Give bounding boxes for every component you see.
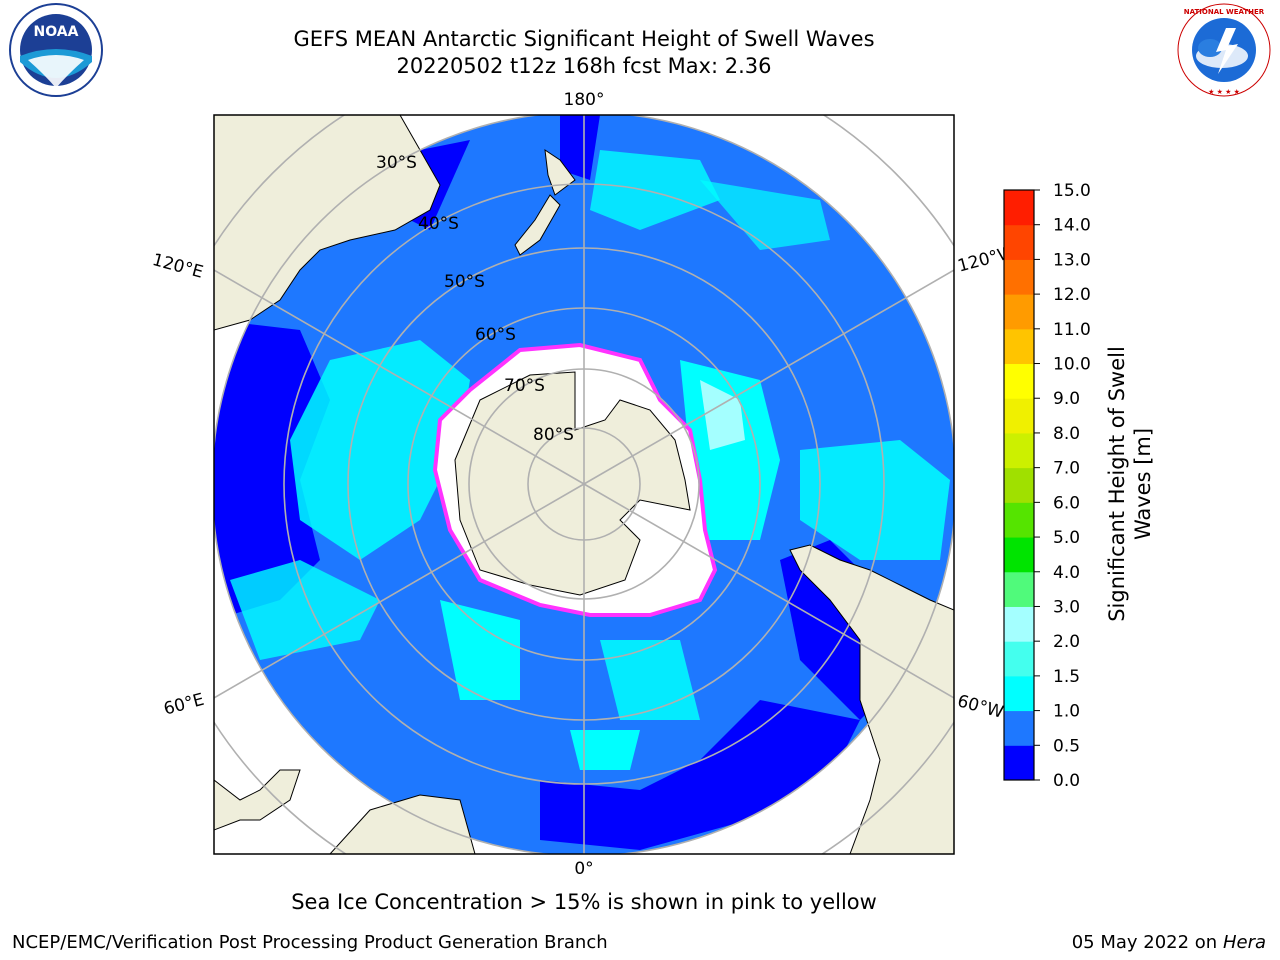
colorbar-tick-label: 10.0 [1053, 355, 1091, 375]
colorbar-tick-label: 15.0 [1053, 181, 1091, 201]
lon-label-60e: 60°E [162, 690, 207, 720]
colorbar-label-line1: Significant Height of Swell [1105, 346, 1129, 622]
colorbar-tick-label: 1.0 [1053, 702, 1080, 722]
colorbar-segment [1004, 398, 1034, 434]
lat-label-40s: 40°S [418, 214, 459, 234]
colorbar-segment [1004, 190, 1034, 226]
colorbar-tick-label: 2.0 [1053, 632, 1080, 652]
colorbar-frame [1003, 189, 1035, 781]
colorbar-tick-label: 1.5 [1053, 667, 1080, 687]
map-frame [213, 114, 955, 855]
colorbar-segment [1004, 224, 1034, 260]
colorbar-tick-label: 5.0 [1053, 528, 1080, 548]
colorbar: 0.0 0.5 1.0 1.5 2.0 3.0 4.0 5.0 6.0 7.0 8.0 9.0 10.0… [1003, 181, 1091, 791]
colorbar-segment [1004, 571, 1034, 607]
lon-label-120e: 120°E [150, 250, 205, 283]
footer-date: 05 May 2022 on Hera [1072, 932, 1266, 953]
colorbar-segment [1004, 259, 1034, 295]
lat-label-60s: 60°S [475, 325, 516, 345]
colorbar-segment [1004, 328, 1034, 365]
new-zealand-south-land [514, 194, 561, 256]
sea-ice-note: Sea Ice Concentration > 15% is shown in … [291, 890, 877, 914]
lon-label-60w: 60°W [955, 691, 1006, 723]
colorbar-segment [1004, 363, 1034, 399]
lon-label-180: 180° [564, 90, 605, 110]
title-line-1: GEFS MEAN Antarctic Significant Height o… [293, 27, 875, 51]
colorbar-tick-label: 4.0 [1053, 563, 1080, 583]
colorbar-tick-label: 0.5 [1053, 736, 1080, 756]
svg-text:NATIONAL WEATHER: NATIONAL WEATHER [1184, 8, 1265, 16]
svg-text:★ ★ ★ ★: ★ ★ ★ ★ [1208, 88, 1240, 96]
footer-credit: NCEP/EMC/Verification Post Processing Pr… [12, 932, 608, 953]
footer-machine: Hera [1222, 932, 1266, 953]
colorbar-tick-label: 0.0 [1053, 771, 1080, 791]
colorbar-tick-label: 14.0 [1053, 216, 1091, 236]
colorbar-label-line2: Waves [m] [1131, 428, 1155, 540]
title-line-2: 20220502 t12z 168h fcst Max: 2.36 [396, 54, 772, 78]
colorbar-segment [1004, 641, 1034, 677]
lat-label-50s: 50°S [444, 272, 485, 292]
colorbar-segment [1004, 294, 1034, 330]
colorbar-segment [1004, 502, 1034, 538]
colorbar-tick-label: 13.0 [1053, 250, 1091, 270]
longitude-grid [214, 115, 954, 854]
colorbar-tick-label: 3.0 [1053, 597, 1080, 617]
footer-date-text: 05 May 2022 on [1071, 932, 1218, 953]
lat-label-80s: 80°S [533, 425, 574, 445]
colorbar-tick-label: 7.0 [1053, 459, 1080, 479]
chart-title: GEFS MEAN Antarctic Significant Height o… [214, 26, 954, 80]
lat-label-30s: 30°S [376, 153, 417, 173]
lon-label-0: 0° [574, 859, 593, 879]
noaa-logo-text: NOAA [34, 24, 79, 40]
colorbar-segment [1004, 432, 1034, 469]
lat-label-70s: 70°S [504, 376, 545, 396]
colorbar-tick-label: 11.0 [1053, 320, 1091, 340]
noaa-logo-icon: NOAA [9, 3, 103, 97]
colorbar-tick-label: 12.0 [1053, 285, 1091, 305]
colorbar-segment [1004, 710, 1034, 746]
colorbar-tick-label: 8.0 [1053, 424, 1080, 444]
madagascar-land [214, 769, 301, 831]
colorbar-segment [1004, 675, 1034, 712]
colorbar-tick-label: 6.0 [1053, 493, 1080, 513]
colorbar-segment [1004, 606, 1034, 642]
africa-land [329, 794, 476, 854]
colorbar-segment [1004, 745, 1034, 781]
colorbar-segment [1004, 537, 1034, 573]
nws-logo-icon: NATIONAL WEATHER ★ ★ ★ ★ [1177, 3, 1271, 97]
colorbar-tick-label: 9.0 [1053, 389, 1080, 409]
colorbar-segment [1004, 467, 1034, 503]
